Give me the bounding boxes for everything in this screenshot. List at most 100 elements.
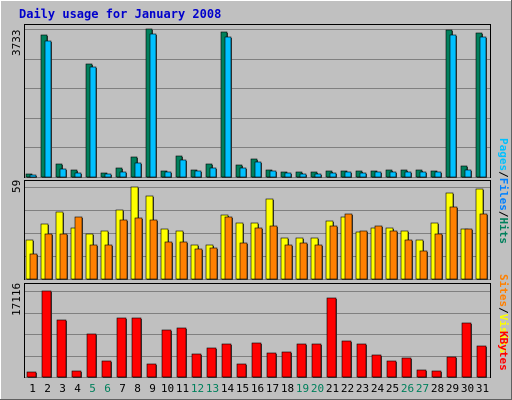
day-label-20: 20: [311, 382, 324, 395]
bar-sites-day-26: [404, 239, 413, 280]
bar-pages-day-26: [404, 171, 412, 178]
kbytes-max-label: 17116: [10, 283, 23, 316]
bar-pages-day-12: [194, 170, 202, 178]
bar-kbytes-day-14: [221, 343, 232, 378]
bar-kbytes-day-23: [356, 343, 367, 378]
bar-kbytes-day-30: [461, 322, 472, 378]
bar-kbytes-day-7: [116, 317, 127, 378]
day-label-21: 21: [326, 382, 339, 395]
chart-title: Daily usage for January 2008: [19, 7, 221, 21]
bar-sites-day-30: [464, 228, 473, 280]
day-label-10: 10: [161, 382, 174, 395]
bar-kbytes-day-10: [161, 329, 172, 378]
bar-pages-day-29: [449, 34, 457, 178]
bar-kbytes-day-11: [176, 327, 187, 378]
hits-max-label: 3733: [10, 30, 23, 57]
bar-pages-day-15: [239, 167, 247, 178]
visits-max-label: 59: [10, 180, 23, 193]
bar-kbytes-day-5: [86, 333, 97, 378]
bar-sites-day-3: [59, 233, 68, 280]
bar-pages-day-21: [329, 172, 337, 178]
bar-sites-day-28: [434, 233, 443, 280]
day-label-5: 5: [89, 382, 96, 395]
bar-kbytes-day-3: [56, 319, 67, 378]
bar-pages-day-22: [344, 171, 352, 178]
bar-kbytes-day-19: [296, 343, 307, 378]
bar-sites-day-9: [149, 219, 158, 280]
bar-sites-day-23: [359, 230, 368, 280]
bar-sites-day-16: [254, 227, 263, 280]
day-label-22: 22: [341, 382, 354, 395]
bar-pages-day-5: [89, 66, 97, 178]
legend-slash-1: /: [497, 171, 510, 178]
day-label-30: 30: [461, 382, 474, 395]
day-label-17: 17: [266, 382, 279, 395]
bar-pages-day-6: [104, 173, 112, 178]
legend-visits-sites: Sites/Visits: [497, 274, 510, 354]
bar-sites-day-24: [374, 225, 383, 280]
bar-kbytes-day-17: [266, 352, 277, 378]
bar-pages-day-23: [359, 172, 367, 178]
bar-sites-day-27: [419, 250, 428, 280]
bar-sites-day-13: [209, 247, 218, 280]
bar-kbytes-day-4: [71, 370, 82, 378]
bar-pages-day-7: [119, 171, 127, 178]
bar-sites-day-19: [299, 242, 308, 280]
bar-sites-day-17: [269, 225, 278, 280]
bar-sites-day-5: [89, 244, 98, 280]
bar-pages-day-10: [164, 171, 172, 178]
day-label-3: 3: [59, 382, 66, 395]
day-label-15: 15: [236, 382, 249, 395]
bar-kbytes-day-29: [446, 356, 457, 378]
day-label-25: 25: [386, 382, 399, 395]
day-label-8: 8: [134, 382, 141, 395]
bar-pages-day-11: [179, 159, 187, 178]
bar-pages-day-27: [419, 171, 427, 178]
day-label-7: 7: [119, 382, 126, 395]
bar-sites-day-8: [134, 217, 143, 280]
bar-sites-day-18: [284, 244, 293, 280]
bar-pages-day-14: [224, 36, 232, 178]
bar-sites-day-31: [479, 213, 488, 280]
bar-sites-day-14: [224, 216, 233, 280]
bar-pages-day-24: [374, 171, 382, 178]
legend-sites: Sites: [497, 274, 510, 307]
bar-pages-day-2: [44, 40, 52, 178]
bar-pages-day-25: [389, 171, 397, 178]
bar-kbytes-day-9: [146, 363, 157, 378]
legend-hits: Hits: [497, 218, 510, 245]
bar-sites-day-20: [314, 244, 323, 280]
bar-pages-day-31: [479, 36, 487, 178]
bar-pages-day-30: [464, 169, 472, 178]
bar-pages-day-9: [149, 33, 157, 178]
bar-pages-day-17: [269, 170, 277, 178]
bar-kbytes-day-21: [326, 297, 337, 378]
bar-pages-day-18: [284, 172, 292, 178]
bar-pages-day-3: [59, 168, 67, 178]
bar-sites-day-11: [179, 241, 188, 280]
day-label-23: 23: [356, 382, 369, 395]
day-label-2: 2: [44, 382, 51, 395]
bar-kbytes-day-15: [236, 363, 247, 378]
bar-sites-day-4: [74, 216, 83, 280]
bar-sites-day-25: [389, 230, 398, 280]
bar-sites-day-29: [449, 206, 458, 280]
day-label-27: 27: [416, 382, 429, 395]
day-labels: 1 2 3 4 5 6 7 8 9 10 11 12 13 14 15 16 17 18 19 20 21 22 23 24 2…: [29, 382, 489, 395]
day-label-28: 28: [431, 382, 444, 395]
day-label-12: 12: [191, 382, 204, 395]
bar-pages-day-28: [434, 171, 442, 178]
legend-kbytes: KBytes: [497, 331, 510, 371]
day-label-4: 4: [74, 382, 81, 395]
bar-kbytes-day-25: [386, 360, 397, 378]
bar-kbytes-day-6: [101, 360, 112, 378]
day-label-11: 11: [176, 382, 189, 395]
legend-slash-2: /: [497, 211, 510, 218]
bar-sites-day-15: [239, 242, 248, 280]
bar-kbytes-day-27: [416, 369, 427, 378]
day-label-19: 19: [296, 382, 309, 395]
bar-kbytes-day-2: [41, 290, 52, 378]
